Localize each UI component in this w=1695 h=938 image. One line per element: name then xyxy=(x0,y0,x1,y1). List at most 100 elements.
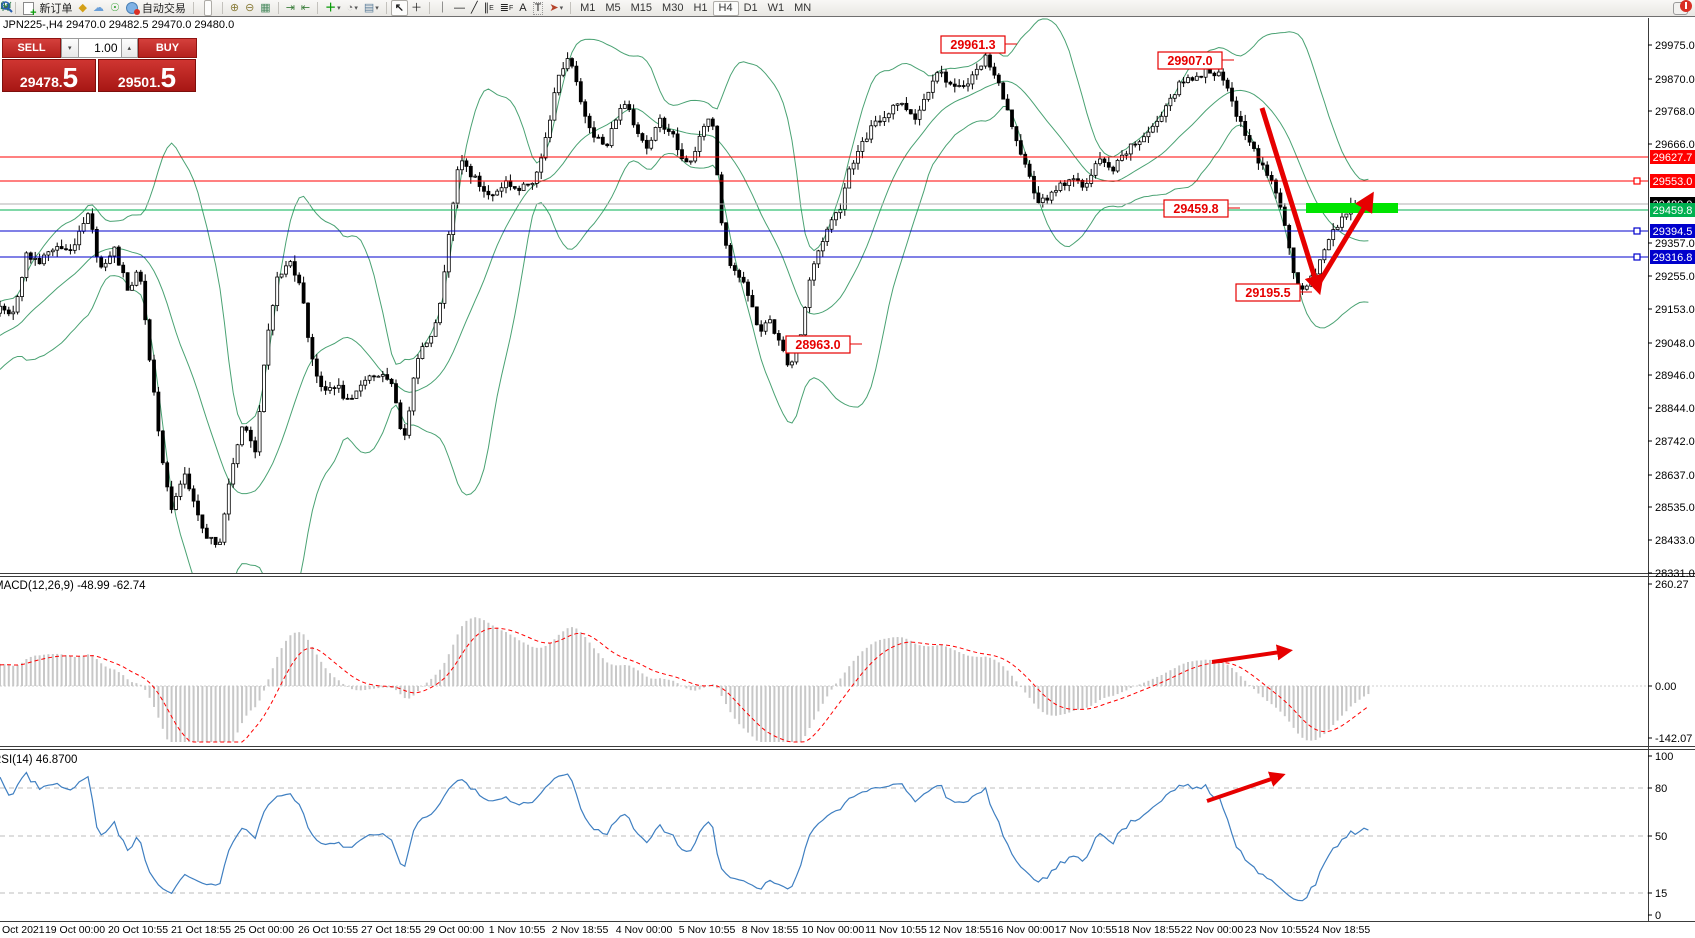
volume-decrease-button[interactable]: ▾ xyxy=(61,38,79,58)
new-order-label: 新订单 xyxy=(39,3,73,15)
zoom-out-button[interactable]: ⊖ xyxy=(242,1,257,15)
timeframe-h4[interactable]: H4 xyxy=(712,0,739,16)
hline-29394.5[interactable] xyxy=(0,227,1648,235)
price-tick: 29666.0 xyxy=(1655,139,1695,151)
timeframe-m30[interactable]: M30 xyxy=(662,2,684,14)
price-tick: 100 xyxy=(1655,751,1673,763)
annotation-29907.0[interactable]: 29907.0 xyxy=(1157,51,1234,70)
candlestick-chart-button[interactable] xyxy=(1,0,212,16)
svg-text:29961.3: 29961.3 xyxy=(950,38,995,52)
volume-input[interactable] xyxy=(78,38,121,58)
time-label: 19 Oct 00:00 xyxy=(45,924,105,936)
timeframe-h1[interactable]: H1 xyxy=(693,2,708,14)
auto-scroll-button[interactable]: ⇥ xyxy=(283,1,298,15)
timeframe-w1[interactable]: W1 xyxy=(767,2,785,14)
annotation-29459.8[interactable]: 29459.8 xyxy=(1163,199,1240,218)
vline-tool-button[interactable]: ｜ xyxy=(434,1,451,15)
fibonacci-tool-button[interactable]: ≣ F xyxy=(499,1,514,14)
price-tick: 28331.0 xyxy=(1655,568,1695,580)
bollinger-lower xyxy=(0,105,1369,573)
notifications-button[interactable] xyxy=(1670,0,1692,15)
time-label: 26 Oct 10:55 xyxy=(298,924,358,936)
search-button[interactable] xyxy=(1,1,1670,15)
community-button[interactable]: ☁ xyxy=(90,1,107,15)
volume-increase-button[interactable]: ▴ xyxy=(120,38,138,58)
new-order-button[interactable]: 新订单 xyxy=(20,1,76,19)
arrows-tool-icon: ➤ xyxy=(549,1,559,14)
time-label: 25 Oct 00:00 xyxy=(234,924,294,936)
line-chart-button[interactable] xyxy=(0,1,218,15)
sell-button[interactable]: SELL xyxy=(2,38,62,58)
text-tool-button[interactable]: A xyxy=(516,1,529,15)
rsi-label: RSI(14) 46.8700 xyxy=(0,754,77,766)
time-axis[interactable]: Oct 2021 19 Oct 00:00 20 Oct 10:55 21 Oct 1… xyxy=(2,924,1370,936)
auto-trading-button[interactable]: 自动交易 xyxy=(123,1,189,15)
bid-price[interactable]: 29478. 5 xyxy=(2,59,96,92)
signals-button[interactable]: ☉ xyxy=(107,1,123,15)
label-tool-button[interactable]: T xyxy=(530,1,547,15)
text-tool-icon: A xyxy=(519,1,527,14)
bar-chart-button[interactable] xyxy=(1,1,204,15)
timeframe-m5[interactable]: M5 xyxy=(605,2,621,14)
svg-text:29907.0: 29907.0 xyxy=(1167,54,1212,68)
timeframe-m15[interactable]: M15 xyxy=(630,2,653,14)
price-tick: 80 xyxy=(1655,783,1667,795)
zoom-in-icon: ⊕ xyxy=(229,1,240,14)
periods-button[interactable]: ◔ ▾ xyxy=(346,1,358,14)
trend-arrow-down[interactable] xyxy=(1259,107,1324,296)
crosshair-icon: ＋ xyxy=(410,1,422,14)
timeframe-mn[interactable]: MN xyxy=(794,2,812,14)
price-chart[interactable] xyxy=(0,18,1371,628)
add-indicator-icon: ＋ xyxy=(325,1,337,14)
chart-shift-button[interactable]: ⇤ xyxy=(298,1,313,15)
macd-pane[interactable] xyxy=(0,617,1648,743)
macd-arrow[interactable] xyxy=(1211,644,1293,664)
hline-29316.8[interactable] xyxy=(0,253,1648,261)
hline-29553.0[interactable] xyxy=(0,177,1648,185)
rsi-pane[interactable] xyxy=(0,771,1648,902)
svg-text:28963.0: 28963.0 xyxy=(795,338,840,352)
auto-trading-icon xyxy=(125,2,140,15)
arrows-tool-button[interactable]: ➤ ▾ xyxy=(549,1,564,14)
buy-button[interactable]: BUY xyxy=(137,38,197,58)
ask-price[interactable]: 29501. 5 xyxy=(98,59,196,92)
time-label: 20 Oct 10:55 xyxy=(108,924,168,936)
timeframe-d1[interactable]: D1 xyxy=(743,2,758,14)
annotation-29961.3[interactable]: 29961.3 xyxy=(940,35,1017,54)
zoom-in-button[interactable]: ⊕ xyxy=(227,1,242,15)
price-tick: 28742.0 xyxy=(1655,436,1695,448)
channel-tool-button[interactable]: ∥ E xyxy=(483,1,494,14)
hline-icon: — xyxy=(453,1,465,14)
annotation-28963.0[interactable]: 28963.0 xyxy=(785,335,862,354)
add-indicator-button[interactable]: ＋ ▾ xyxy=(325,1,341,14)
time-label: 21 Oct 18:55 xyxy=(171,924,231,936)
support-zone-highlight[interactable] xyxy=(1306,203,1398,213)
annotation-29195.5[interactable]: 29195.5 xyxy=(1235,283,1312,302)
price-axis[interactable]: 29975.0 29870.0 29768.0 29666.0 29357.0 29255… xyxy=(1648,40,1695,922)
rsi-arrow[interactable] xyxy=(1206,771,1286,803)
time-label: 10 Nov 00:00 xyxy=(802,924,865,936)
time-label: 24 Nov 18:55 xyxy=(1308,924,1371,936)
tile-windows-button[interactable]: ▦ xyxy=(257,1,273,15)
tile-windows-icon: ▦ xyxy=(260,1,271,14)
timeframe-buttons: M1 M5 M15 M30 H1 H4 D1 W1 MN xyxy=(575,0,816,16)
hline-tool-button[interactable]: — xyxy=(451,1,468,15)
market-button[interactable]: ◆ xyxy=(76,1,90,15)
time-label: 4 Nov 00:00 xyxy=(616,924,673,936)
time-label: 16 Nov 00:00 xyxy=(992,924,1055,936)
templates-button[interactable]: ▤ ▾ xyxy=(363,1,379,14)
cursor-tool-button[interactable]: ↖ xyxy=(390,0,408,16)
trendline-tool-button[interactable]: ╱ xyxy=(468,1,481,15)
timeframe-m1[interactable]: M1 xyxy=(580,2,596,14)
time-label: 11 Nov 10:55 xyxy=(865,924,927,936)
trend-arrow-up[interactable] xyxy=(1313,191,1374,290)
crosshair-tool-button[interactable]: ＋ xyxy=(408,1,425,15)
chart-shift-icon: ⇤ xyxy=(300,1,311,14)
price-tag-29394.5: 29394.5 xyxy=(1653,226,1693,238)
time-label: 27 Oct 18:55 xyxy=(361,924,421,936)
price-tick: 15 xyxy=(1655,888,1667,900)
main-toolbar: ▾ 新订单 ◆ ☁ ☉ 自动交易 ⊕ ⊖ ▦ ⇥ ⇤ ＋▾ ◔▾ ▤▾ ↖ xyxy=(0,0,1695,19)
price-tick: 29870.0 xyxy=(1655,74,1695,86)
svg-text:29195.5: 29195.5 xyxy=(1245,286,1290,300)
